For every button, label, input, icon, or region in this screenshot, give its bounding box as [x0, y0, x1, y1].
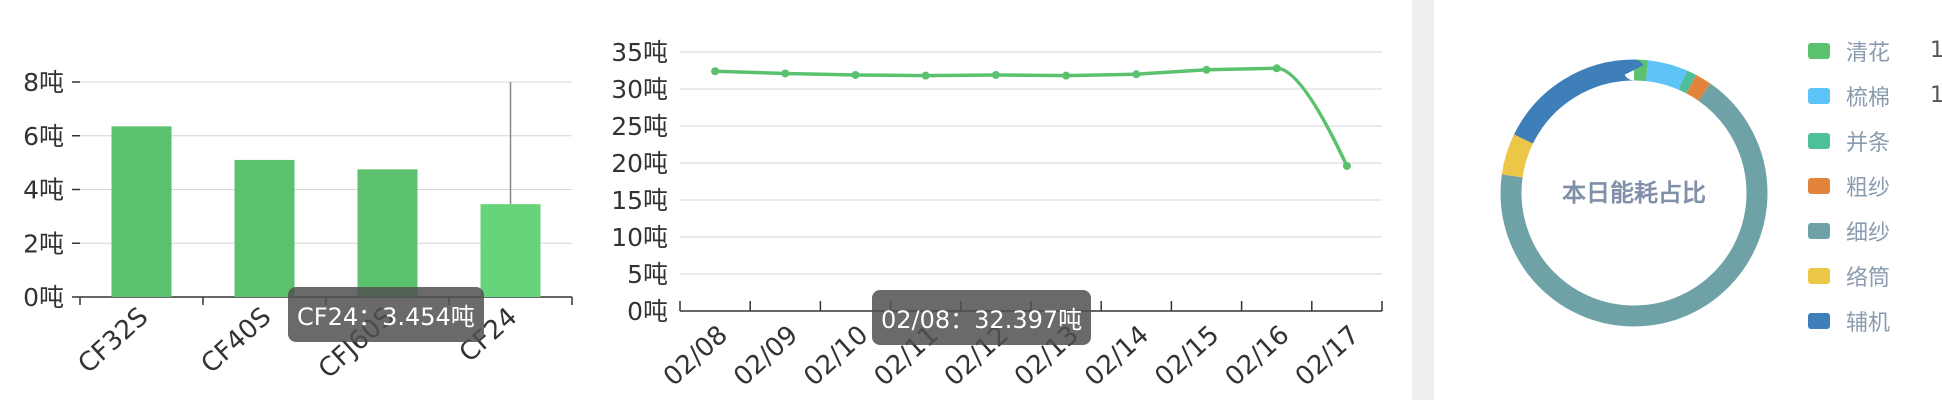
donut-slice-细纱: [1500, 59, 1768, 327]
legend-item[interactable]: 并条: [1808, 118, 1942, 163]
line-point-02/12: [991, 70, 1000, 79]
line-y-tick-label: 30吨: [611, 75, 668, 104]
line-y-tick-label: 25吨: [611, 112, 668, 141]
bar-y-tick-label: 8吨: [23, 68, 64, 97]
bar-CF40S: [234, 159, 295, 297]
bar-chart-panel: 0吨 2吨 4吨 6吨 8吨 CF32S CF40S CFJ60S CF24 CF24：3.45…: [0, 0, 590, 400]
line-point-02/16: [1272, 64, 1281, 73]
bar-tooltip: CF24：3.454吨: [288, 287, 484, 342]
bar-x-label: CF40S: [196, 302, 278, 380]
bar-x-label: CF32S: [73, 302, 155, 380]
line-y-tick-label: 35吨: [611, 38, 668, 67]
legend-label: 络筒: [1846, 265, 1891, 291]
line-x-label: 02/17: [1290, 320, 1366, 392]
line-x-label: 02/10: [798, 320, 874, 392]
legend-label: 清花: [1846, 40, 1891, 66]
bar-y-tick-label: 2吨: [23, 229, 64, 258]
legend-swatch: [1808, 267, 1830, 284]
line-point-02/08: [711, 67, 720, 76]
line-point-02/17: [1342, 161, 1351, 170]
bar-CF32S: [111, 126, 172, 297]
bar-CF24: [480, 204, 541, 297]
line-point-02/10: [851, 70, 860, 79]
line-chart-panel: 0吨 5吨 10吨 15吨 20吨 25吨 30吨 35吨 02/08 02/09 02/10 02/…: [590, 0, 1410, 400]
legend-value: 1: [1930, 38, 1942, 63]
line-point-02/13: [1062, 71, 1071, 80]
panel-divider: [1412, 0, 1434, 400]
bar-CFJ60S: [357, 169, 418, 297]
legend-item[interactable]: 辅机: [1808, 298, 1942, 343]
bar-y-tick-label: 0吨: [23, 283, 64, 312]
donut-slice-辅机: [1500, 59, 1768, 327]
donut-legend: 清花 1 梳棉 1 并条粗纱细纱络筒辅机: [1808, 28, 1942, 343]
bar-y-tick-label: 6吨: [23, 122, 64, 151]
line-point-02/09: [781, 69, 790, 78]
line-point-02/15: [1202, 65, 1211, 74]
legend-label: 辅机: [1846, 310, 1891, 336]
legend-item[interactable]: 清花 1: [1808, 28, 1942, 73]
legend-item[interactable]: 络筒: [1808, 253, 1942, 298]
bar-y-tick-label: 4吨: [23, 176, 64, 205]
legend-label: 梳棉: [1846, 85, 1891, 111]
legend-swatch: [1808, 177, 1830, 194]
line-y-tick-label: 15吨: [611, 186, 668, 215]
donut-chart-panel: 本日能耗占比 清花 1 梳棉 1 并条粗纱细纱络筒辅机: [1434, 0, 1942, 400]
line-point-02/14: [1132, 70, 1141, 79]
legend-swatch: [1808, 312, 1830, 329]
line-x-label: 02/08: [658, 320, 734, 392]
legend-label: 粗纱: [1846, 175, 1891, 201]
line-series: [715, 66, 1349, 167]
donut-chart: 本日能耗占比: [1500, 59, 1768, 327]
legend-swatch: [1808, 42, 1830, 59]
line-x-label: 02/09: [728, 320, 804, 392]
legend-label: 细纱: [1846, 220, 1891, 246]
legend-item[interactable]: 粗纱: [1808, 163, 1942, 208]
legend-swatch: [1808, 87, 1830, 104]
line-tooltip: 02/08：32.397吨: [872, 290, 1092, 345]
legend-swatch: [1808, 222, 1830, 239]
line-x-label: 02/16: [1220, 320, 1296, 392]
legend-item[interactable]: 梳棉 1: [1808, 73, 1942, 118]
line-y-tick-label: 20吨: [611, 149, 668, 178]
legend-swatch: [1808, 132, 1830, 149]
donut-center-label: 本日能耗占比: [1562, 179, 1706, 207]
line-y-tick-label: 10吨: [611, 223, 668, 252]
line-x-label: 02/15: [1149, 320, 1225, 392]
line-y-tick-label: 0吨: [627, 297, 668, 326]
line-y-tick-label: 5吨: [627, 260, 668, 289]
line-point-02/11: [921, 71, 930, 80]
legend-value: 1: [1930, 83, 1942, 108]
legend-item[interactable]: 细纱: [1808, 208, 1942, 253]
legend-label: 并条: [1846, 130, 1891, 156]
